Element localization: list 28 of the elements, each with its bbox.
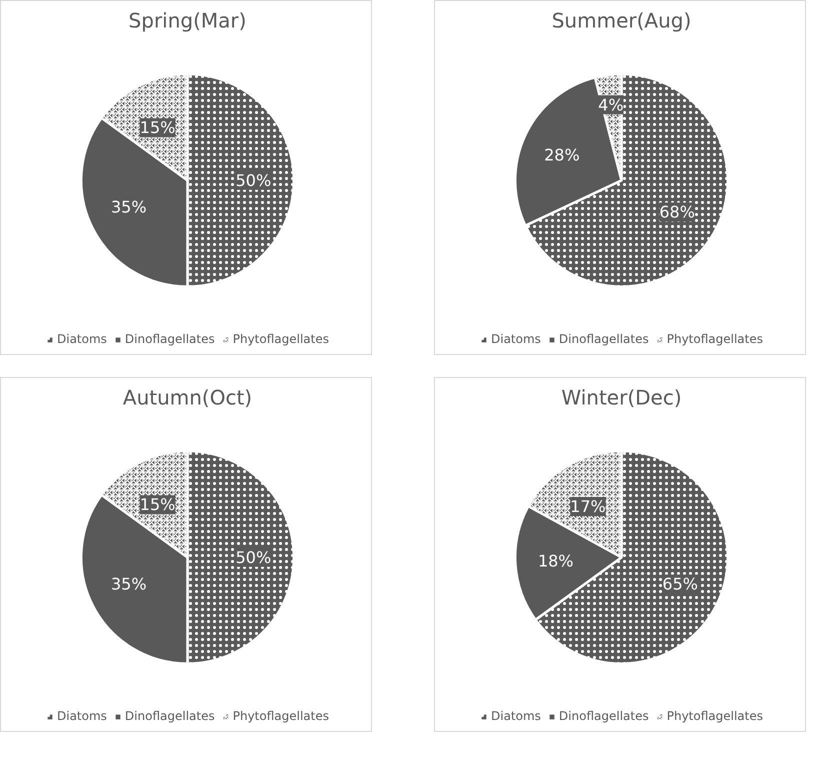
data-label: 18% xyxy=(538,552,574,571)
data-label: 68% xyxy=(659,202,695,222)
legend-label: Phytoflagellates xyxy=(666,709,763,723)
legend-label: Diatoms xyxy=(57,332,107,346)
legend-label: Dinoflagellates xyxy=(124,709,215,723)
data-label: 15% xyxy=(140,495,176,514)
legend-label: Dinoflagellates xyxy=(124,332,215,346)
chart-title: Spring(Mar) xyxy=(128,8,246,32)
legend-label: Phytoflagellates xyxy=(232,332,329,346)
data-label: 50% xyxy=(236,170,272,190)
legend-label: Diatoms xyxy=(491,332,541,346)
legend-label: Phytoflagellates xyxy=(666,332,763,346)
data-label: 35% xyxy=(111,574,147,594)
chart-title: Winter(Dec) xyxy=(561,386,682,410)
legend-label: Phytoflagellates xyxy=(232,709,329,723)
data-label: 65% xyxy=(662,574,698,594)
data-label: 15% xyxy=(140,118,176,138)
legend-label: Dinoflagellates xyxy=(558,332,649,346)
data-label: 17% xyxy=(570,497,606,516)
data-label: 35% xyxy=(111,198,147,217)
data-label: 4% xyxy=(598,95,624,114)
chart-title: Summer(Aug) xyxy=(552,8,692,32)
data-label: 50% xyxy=(236,548,272,567)
legend-label: Dinoflagellates xyxy=(558,709,649,723)
data-label: 28% xyxy=(544,146,580,165)
legend-label: Diatoms xyxy=(57,709,107,723)
chart-title: Autumn(Oct) xyxy=(122,386,252,410)
legend-label: Diatoms xyxy=(491,709,541,723)
